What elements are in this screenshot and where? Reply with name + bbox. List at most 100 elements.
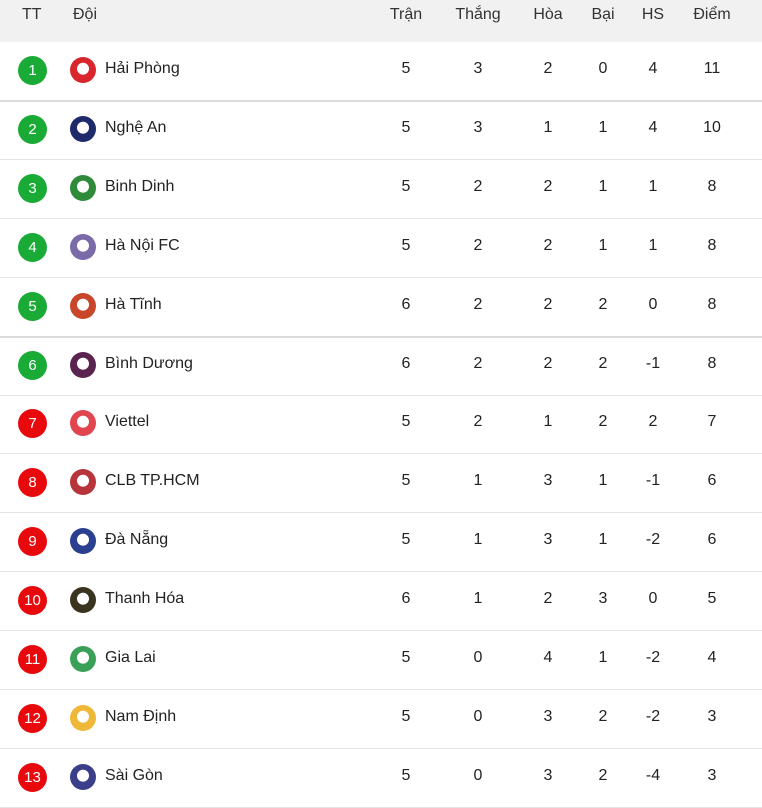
cell-points: 6 — [707, 472, 717, 490]
team-name[interactable]: Hải Phòng — [105, 60, 180, 77]
team-logo-icon — [70, 292, 96, 319]
table-row: 1 Hải Phòng 5 3 2 0 4 11 — [0, 42, 762, 102]
cell-drawn: 2 — [543, 295, 553, 313]
rank-badge: 3 — [18, 173, 47, 203]
rank-badge: 8 — [18, 468, 47, 498]
cell-points: 10 — [703, 118, 721, 136]
cell-gd: -1 — [645, 354, 661, 372]
cell-played: 5 — [401, 531, 411, 549]
team-name[interactable]: Binh Dinh — [105, 177, 175, 195]
cell-played: 5 — [401, 472, 411, 490]
cell-played: 6 — [401, 295, 411, 313]
header-goal-difference: HS — [641, 6, 665, 23]
cell-drawn: 1 — [543, 118, 553, 136]
cell-drawn: 2 — [543, 236, 553, 254]
cell-drawn: 1 — [543, 413, 553, 431]
cell-drawn: 3 — [543, 766, 553, 784]
rank-badge: 9 — [18, 527, 47, 557]
team-logo-icon — [70, 763, 96, 790]
cell-drawn: 3 — [543, 472, 553, 490]
cell-gd: -2 — [645, 707, 661, 725]
rank-badge: 13 — [18, 762, 47, 792]
cell-drawn: 4 — [543, 649, 553, 666]
header-lost: Bại — [591, 6, 615, 23]
cell-gd: 0 — [648, 295, 658, 313]
cell-drawn: 2 — [543, 590, 553, 608]
team-logo-icon — [70, 233, 96, 260]
cell-drawn: 3 — [543, 707, 553, 725]
table-row: 9 Đà Nẵng 5 1 3 1 -2 6 — [0, 513, 762, 573]
team-logo-icon — [70, 646, 96, 672]
team-name[interactable]: Gia Lai — [105, 649, 156, 666]
team-name[interactable]: Viettel — [105, 413, 150, 431]
cell-lost: 1 — [598, 118, 608, 136]
cell-drawn: 2 — [543, 354, 553, 372]
team-name[interactable]: Đà Nẵng — [105, 531, 169, 549]
team-logo-icon — [70, 587, 96, 614]
cell-gd: 0 — [648, 590, 658, 608]
cell-drawn: 3 — [543, 531, 553, 549]
team-name[interactable]: Hà Tĩnh — [105, 295, 162, 313]
cell-won: 2 — [473, 413, 483, 431]
cell-points: 4 — [707, 649, 717, 666]
team-name[interactable]: Nghệ An — [105, 118, 167, 136]
cell-played: 5 — [401, 707, 411, 725]
cell-lost: 3 — [598, 590, 608, 608]
team-logo-icon — [70, 469, 96, 496]
cell-played: 5 — [401, 177, 411, 195]
cell-gd: -2 — [645, 531, 661, 549]
cell-won: 2 — [473, 295, 483, 313]
team-name[interactable]: Thanh Hóa — [105, 590, 185, 608]
table-row: 10 Thanh Hóa 6 1 2 3 0 5 — [0, 572, 762, 632]
cell-lost: 1 — [598, 531, 608, 549]
cell-played: 5 — [401, 766, 411, 784]
header-won: Thắng — [455, 6, 501, 23]
cell-points: 8 — [707, 177, 717, 195]
cell-played: 6 — [401, 354, 411, 372]
team-logo-icon — [70, 351, 96, 378]
cell-won: 1 — [473, 531, 483, 549]
rank-badge: 7 — [18, 409, 47, 439]
cell-gd: 2 — [648, 413, 658, 431]
cell-played: 5 — [401, 118, 411, 136]
table-row: 4 Hà Nội FC 5 2 2 1 1 8 — [0, 219, 762, 278]
cell-played: 5 — [401, 413, 411, 431]
cell-won: 3 — [473, 60, 483, 77]
team-name[interactable]: Hà Nội FC — [105, 236, 180, 254]
cell-lost: 1 — [598, 236, 608, 254]
cell-won: 0 — [473, 766, 483, 784]
cell-lost: 2 — [598, 295, 608, 313]
table-row: 6 Bình Dương 6 2 2 2 -1 8 — [0, 337, 762, 396]
cell-won: 1 — [473, 472, 483, 490]
team-name[interactable]: Sài Gòn — [105, 766, 163, 784]
rank-badge: 12 — [18, 703, 47, 733]
header-drawn: Hòa — [533, 6, 563, 23]
team-name[interactable]: CLB TP.HCM — [105, 472, 200, 490]
cell-points: 5 — [707, 590, 717, 608]
cell-points: 3 — [707, 707, 717, 725]
table-row: 2 Nghệ An 5 3 1 1 4 10 — [0, 101, 762, 160]
cell-lost: 2 — [598, 707, 608, 725]
cell-gd: -2 — [645, 649, 661, 666]
cell-won: 0 — [473, 707, 483, 725]
cell-points: 8 — [707, 236, 717, 254]
team-name[interactable]: Bình Dương — [105, 354, 193, 372]
table-row: 5 Hà Tĩnh 6 2 2 2 0 8 — [0, 278, 762, 338]
rank-badge: 10 — [18, 586, 47, 616]
team-logo-icon — [70, 174, 96, 201]
cell-drawn: 2 — [543, 60, 553, 77]
cell-points: 8 — [707, 295, 717, 313]
cell-gd: 1 — [648, 236, 658, 254]
table-row: 3 Binh Dinh 5 2 2 1 1 8 — [0, 160, 762, 219]
table-header: TT Đội Trận Thắng Hòa Bại HS Điểm — [0, 0, 762, 42]
header-played: Trận — [389, 6, 423, 23]
team-logo-icon — [70, 704, 96, 731]
team-logo-icon — [70, 528, 96, 555]
rank-badge: 6 — [18, 350, 47, 380]
cell-won: 1 — [473, 590, 483, 608]
cell-points: 8 — [707, 354, 717, 372]
rank-badge: 5 — [18, 291, 47, 321]
header-team: Đội — [73, 6, 98, 23]
table-row: 8 CLB TP.HCM 5 1 3 1 -1 6 — [0, 454, 762, 514]
team-name[interactable]: Nam Định — [105, 707, 177, 725]
